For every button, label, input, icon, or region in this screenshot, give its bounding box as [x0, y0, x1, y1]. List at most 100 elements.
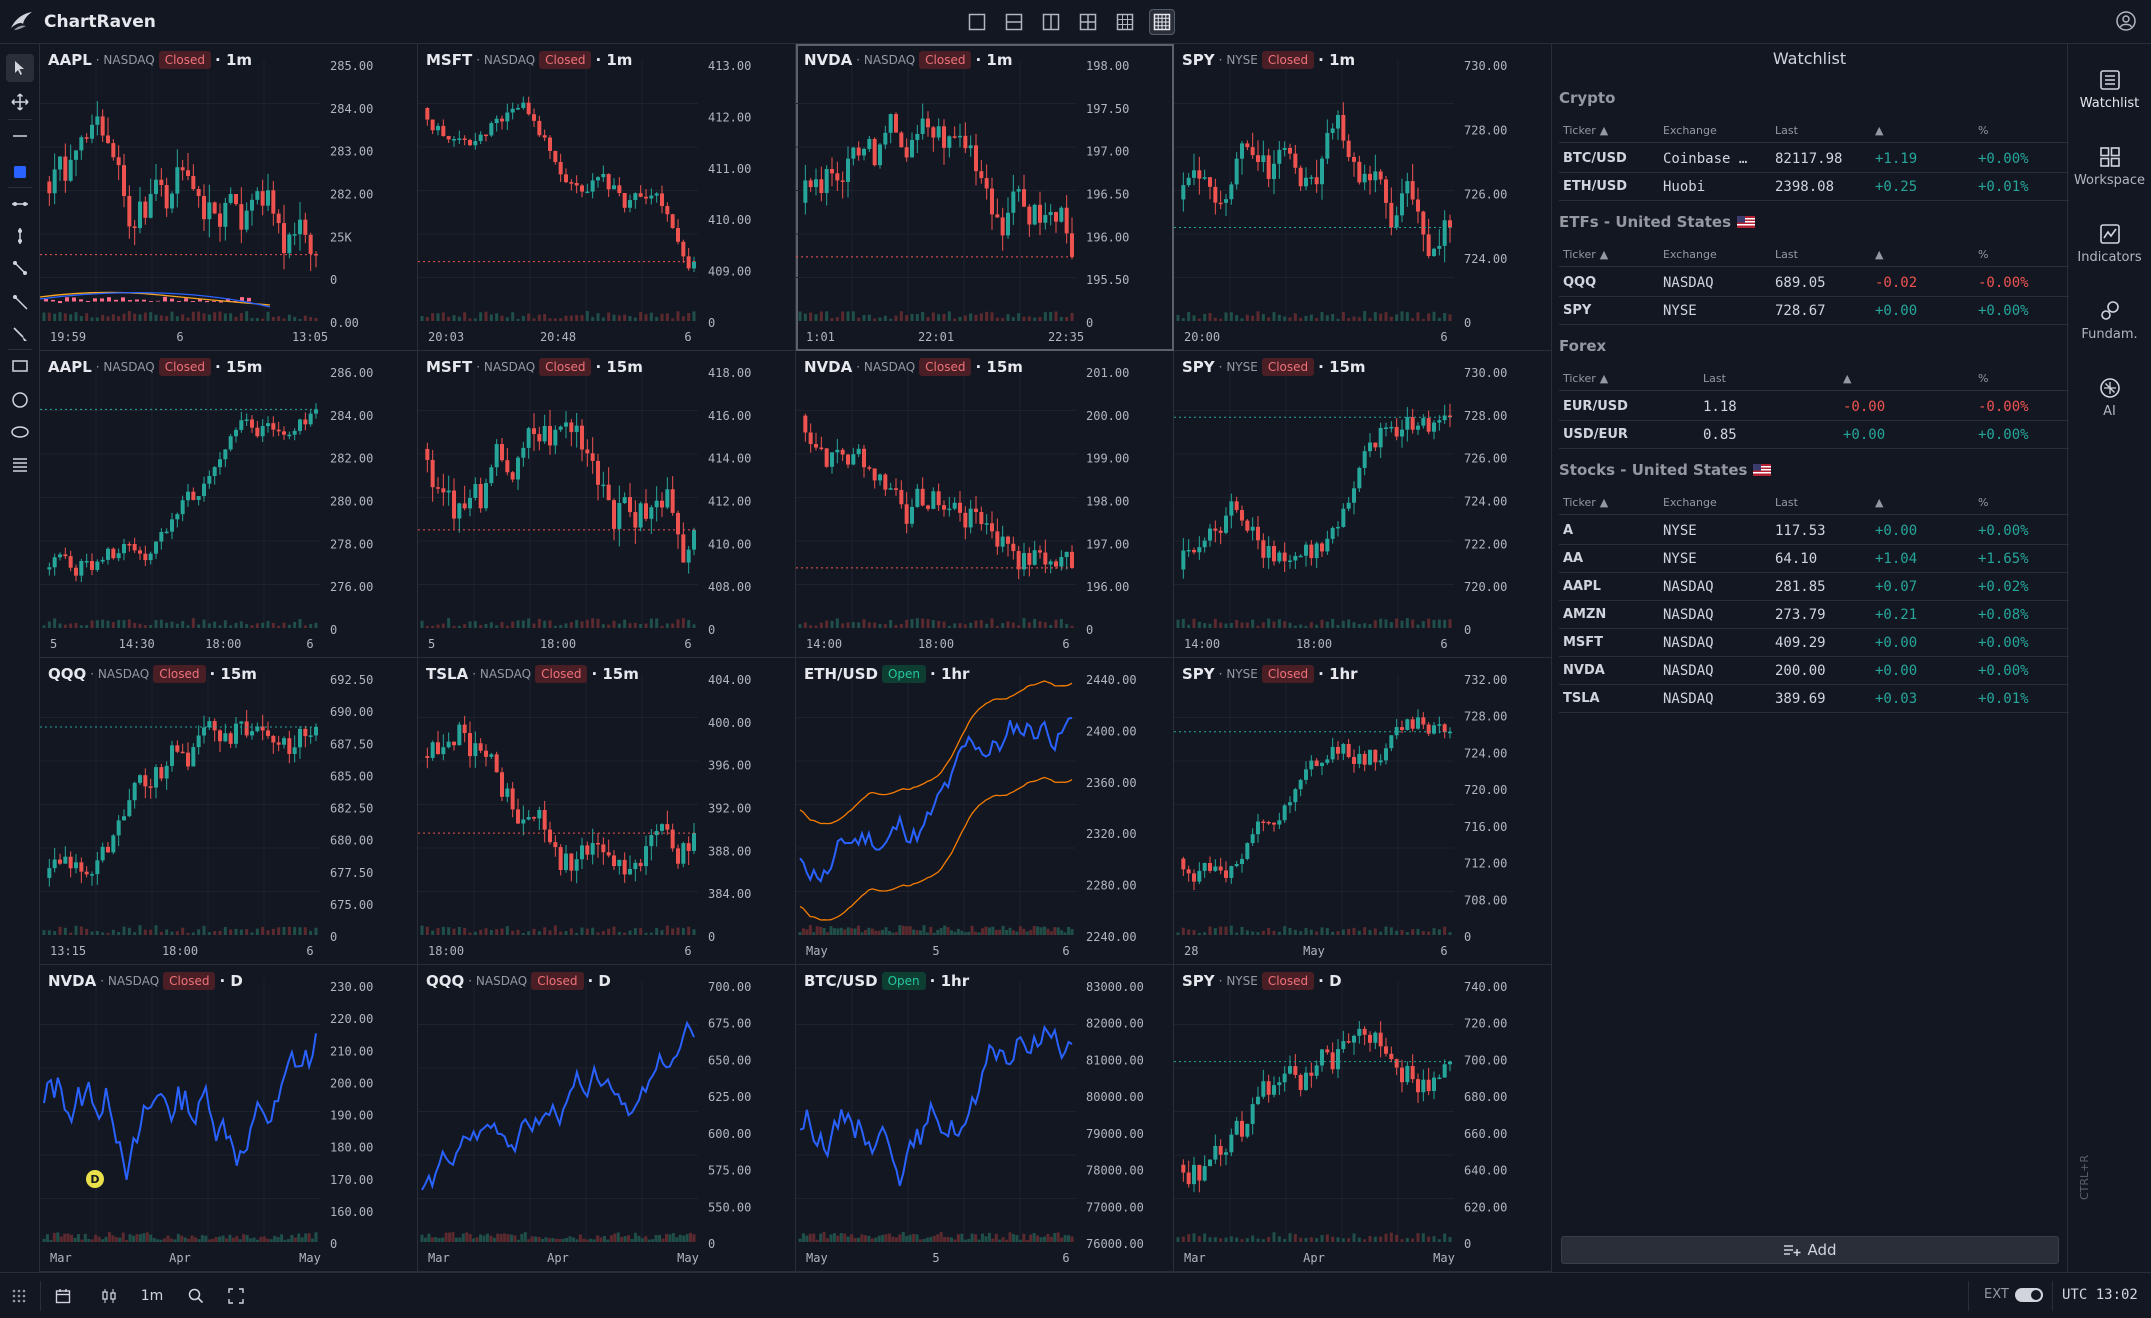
- watchlist-row[interactable]: EUR/USD 1.18 -0.00 -0.00%: [1559, 393, 2069, 421]
- chart-symbol[interactable]: AAPL: [48, 358, 92, 376]
- chart-panel[interactable]: MSFT · NASDAQ Closed · 15m 418.00 416.00 414.0…: [418, 351, 796, 658]
- chart-panel[interactable]: TSLA · NASDAQ Closed · 15m 404.00 400.00 396.0…: [418, 658, 796, 965]
- column-header[interactable]: Exchange: [1663, 496, 1717, 509]
- chart-symbol[interactable]: BTC/USD: [804, 972, 878, 990]
- watchlist-row[interactable]: BTC/USD Coinbase … 82117.98 +1.19 +0.00%: [1559, 145, 2069, 173]
- add-symbol-button[interactable]: Add: [1561, 1236, 2059, 1264]
- dividend-marker-icon[interactable]: [86, 1170, 104, 1188]
- vertical-line-tool[interactable]: [6, 222, 34, 250]
- extended-hours-toggle[interactable]: EXT: [1984, 1287, 2043, 1302]
- chart-panel[interactable]: SPY · NYSE Closed · 1hr 732.00 728.00 724.00 72…: [1174, 658, 1552, 965]
- chart-timeframe[interactable]: · 1m: [595, 51, 633, 69]
- chart-header[interactable]: NVDA · NASDAQ Closed · 15m: [804, 358, 1023, 376]
- watchlist-section-header[interactable]: Crypto: [1559, 89, 1615, 107]
- chart-symbol[interactable]: SPY: [1182, 665, 1215, 683]
- chart-symbol[interactable]: NVDA: [48, 972, 97, 990]
- sidebar-item-workspace[interactable]: Workspace: [2068, 145, 2151, 188]
- symbol-search-button[interactable]: [183, 1281, 209, 1311]
- chart-timeframe[interactable]: · 1m: [215, 51, 253, 69]
- chart-timeframe[interactable]: · D: [1318, 972, 1342, 990]
- menu-lines-tool[interactable]: [6, 450, 34, 478]
- watchlist-row[interactable]: USD/EUR 0.85 +0.00 +0.00%: [1559, 421, 2069, 449]
- chart-symbol[interactable]: SPY: [1182, 972, 1215, 990]
- chart-panel[interactable]: SPY · NYSE Closed · 15m 730.00 728.00 726.00 72…: [1174, 351, 1552, 658]
- layout-1x1-button[interactable]: [964, 9, 990, 35]
- chart-panel[interactable]: ETH/USD Open · 1hr 2440.00 2400.00 2360.00 232…: [796, 658, 1174, 965]
- chart-header[interactable]: BTC/USD Open · 1hr: [804, 972, 969, 990]
- chart-canvas[interactable]: 740.00720.00700.00680.00660.00640.00620.…: [1174, 965, 1552, 1272]
- layout-2x2-button[interactable]: [1075, 9, 1101, 35]
- chart-timeframe[interactable]: · 1m: [1318, 51, 1356, 69]
- chart-canvas[interactable]: 230.00220.00210.00200.00190.00180.00170.…: [40, 965, 418, 1272]
- watchlist-row[interactable]: QQQ NASDAQ 689.05 -0.02 -0.00%: [1559, 269, 2069, 297]
- column-header[interactable]: %: [1978, 248, 1988, 261]
- chart-timeframe[interactable]: · 1hr: [930, 665, 970, 683]
- column-header[interactable]: Ticker ▲: [1563, 372, 1608, 385]
- chart-symbol[interactable]: NVDA: [804, 51, 853, 69]
- watchlist-row[interactable]: ETH/USD Huobi 2398.08 +0.25 +0.01%: [1559, 173, 2069, 201]
- column-header[interactable]: Last: [1703, 372, 1726, 385]
- chart-canvas[interactable]: 730.00728.00726.00724.00722.00720.00014:…: [1174, 351, 1552, 658]
- watchlist-row[interactable]: AAPL NASDAQ 281.85 +0.07 +0.02%: [1559, 573, 2069, 601]
- watchlist-section-header[interactable]: Stocks - United States: [1559, 461, 1772, 479]
- watchlist-row[interactable]: NVDA NASDAQ 200.00 +0.00 +0.00%: [1559, 657, 2069, 685]
- watchlist-row[interactable]: TSLA NASDAQ 389.69 +0.03 +0.01%: [1559, 685, 2069, 713]
- chart-symbol[interactable]: MSFT: [426, 51, 473, 69]
- watchlist-row[interactable]: SPY NYSE 728.67 +0.00 +0.00%: [1559, 297, 2069, 325]
- chart-header[interactable]: SPY · NYSE Closed · 1m: [1182, 51, 1355, 69]
- chart-canvas[interactable]: 198.00197.50197.00196.50196.00195.5001:0…: [796, 44, 1174, 351]
- chart-symbol[interactable]: QQQ: [426, 972, 465, 990]
- chart-panel[interactable]: MSFT · NASDAQ Closed · 1m 413.00 412.00 411.00…: [418, 44, 796, 351]
- column-header[interactable]: ▲: [1875, 248, 1883, 261]
- chart-panel[interactable]: QQQ · NASDAQ Closed · 15m 692.50 690.00 687.50…: [40, 658, 418, 965]
- ray-tool[interactable]: [6, 288, 34, 316]
- watchlist-row[interactable]: A NYSE 117.53 +0.00 +0.00%: [1559, 517, 2069, 545]
- move-tool[interactable]: [6, 88, 34, 116]
- column-header[interactable]: Exchange: [1663, 124, 1717, 137]
- column-header[interactable]: Last: [1775, 496, 1798, 509]
- chart-header[interactable]: SPY · NYSE Closed · 1hr: [1182, 665, 1358, 683]
- column-header[interactable]: ▲: [1875, 124, 1883, 137]
- trend-line-tool[interactable]: [6, 254, 34, 282]
- chart-timeframe[interactable]: · 15m: [591, 665, 639, 683]
- chart-timeframe[interactable]: · 15m: [975, 358, 1023, 376]
- interval-button[interactable]: 1m: [140, 1288, 164, 1304]
- chart-header[interactable]: SPY · NYSE Closed · D: [1182, 972, 1342, 990]
- column-header[interactable]: Last: [1775, 248, 1798, 261]
- chart-header[interactable]: MSFT · NASDAQ Closed · 15m: [426, 358, 643, 376]
- sidebar-item-ai[interactable]: AI: [2068, 376, 2151, 419]
- chart-panel[interactable]: NVDA · NASDAQ Closed · 1m 198.00 197.50 197.00…: [796, 44, 1174, 351]
- column-header[interactable]: Ticker ▲: [1563, 124, 1608, 137]
- sidebar-item-fundam[interactable]: Fundam.: [2068, 299, 2151, 342]
- circle-tool[interactable]: [6, 386, 34, 414]
- layout-3x3-button[interactable]: [1112, 9, 1138, 35]
- chart-header[interactable]: QQQ · NASDAQ Closed · 15m: [48, 665, 257, 683]
- column-header[interactable]: %: [1978, 372, 1988, 385]
- chart-symbol[interactable]: SPY: [1182, 51, 1215, 69]
- layout-4x4-button[interactable]: [1149, 9, 1175, 35]
- chart-symbol[interactable]: NVDA: [804, 358, 853, 376]
- chart-header[interactable]: ETH/USD Open · 1hr: [804, 665, 969, 683]
- chart-header[interactable]: SPY · NYSE Closed · 15m: [1182, 358, 1366, 376]
- column-header[interactable]: Last: [1775, 124, 1798, 137]
- cursor-tool[interactable]: [6, 54, 34, 82]
- chart-canvas[interactable]: 732.00728.00724.00720.00716.00712.00708.…: [1174, 658, 1552, 965]
- horizontal-line-tool[interactable]: [6, 190, 34, 218]
- chart-header[interactable]: NVDA · NASDAQ Closed · D: [48, 972, 243, 990]
- watchlist-section-header[interactable]: ETFs - United States: [1559, 213, 1755, 231]
- fullscreen-button[interactable]: [223, 1281, 249, 1311]
- user-account-button[interactable]: [2115, 10, 2137, 36]
- watchlist-section-header[interactable]: Forex: [1559, 337, 1606, 355]
- chart-timeframe[interactable]: · 1hr: [1318, 665, 1358, 683]
- rectangle-tool[interactable]: [6, 352, 34, 380]
- chart-panel[interactable]: AAPL · NASDAQ Closed · 15m 286.00 284.00 282.0…: [40, 351, 418, 658]
- chart-timeframe[interactable]: · D: [219, 972, 243, 990]
- watchlist-row[interactable]: MSFT NASDAQ 409.29 +0.00 +0.00%: [1559, 629, 2069, 657]
- color-swatch-tool[interactable]: [6, 158, 34, 186]
- chart-timeframe[interactable]: · 15m: [215, 358, 263, 376]
- sidebar-item-watchlist[interactable]: Watchlist: [2068, 68, 2151, 111]
- chart-header[interactable]: AAPL · NASDAQ Closed · 15m: [48, 358, 262, 376]
